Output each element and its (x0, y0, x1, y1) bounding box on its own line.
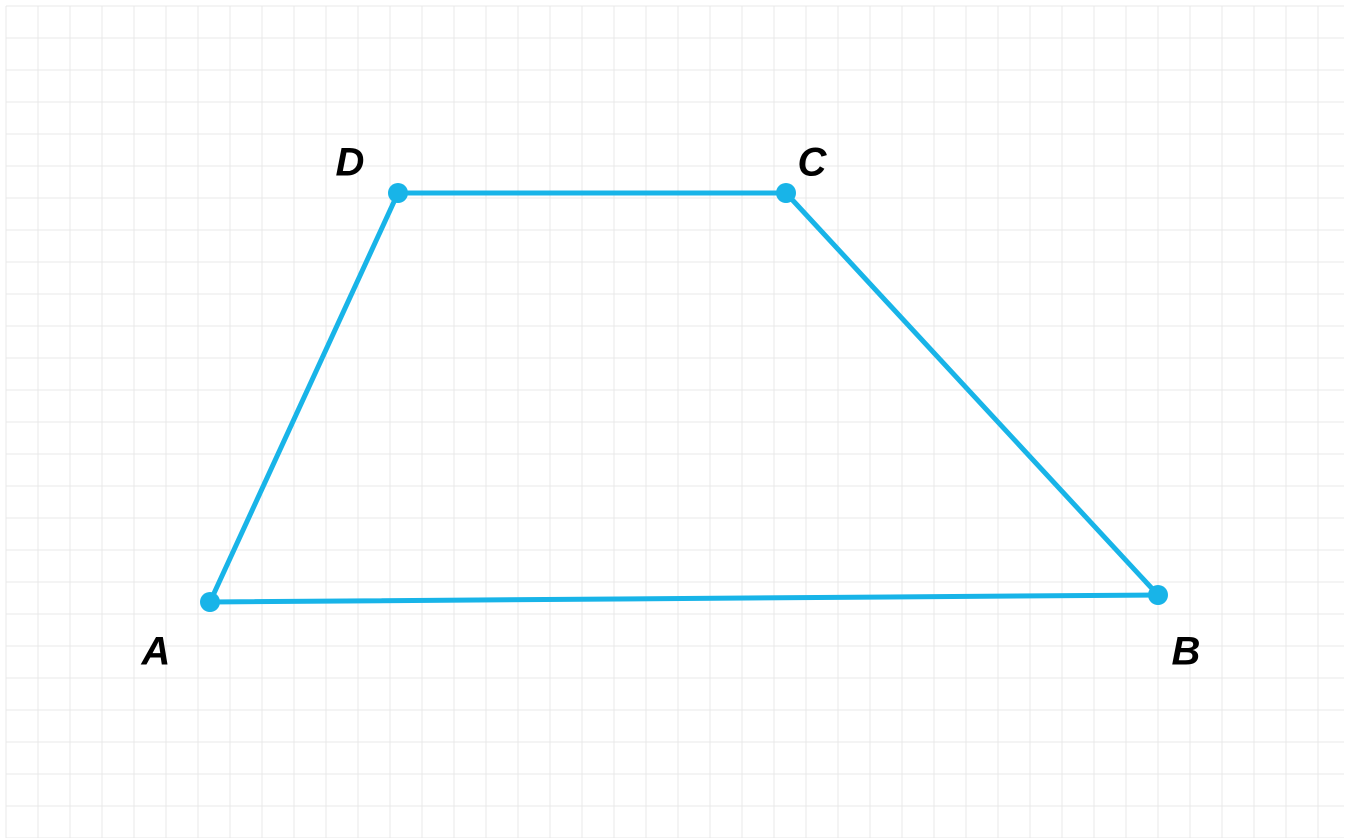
background (0, 0, 1350, 838)
vertex-label-D: D (336, 141, 365, 186)
vertex-D (388, 183, 408, 203)
vertex-C (776, 183, 796, 203)
vertex-A (200, 592, 220, 612)
vertex-label-B: B (1172, 630, 1201, 675)
diagram-canvas: A B C D (0, 0, 1350, 838)
vertex-label-A: A (142, 630, 171, 675)
vertex-B (1148, 585, 1168, 605)
diagram-svg (0, 0, 1350, 838)
vertex-label-C: C (798, 141, 827, 186)
